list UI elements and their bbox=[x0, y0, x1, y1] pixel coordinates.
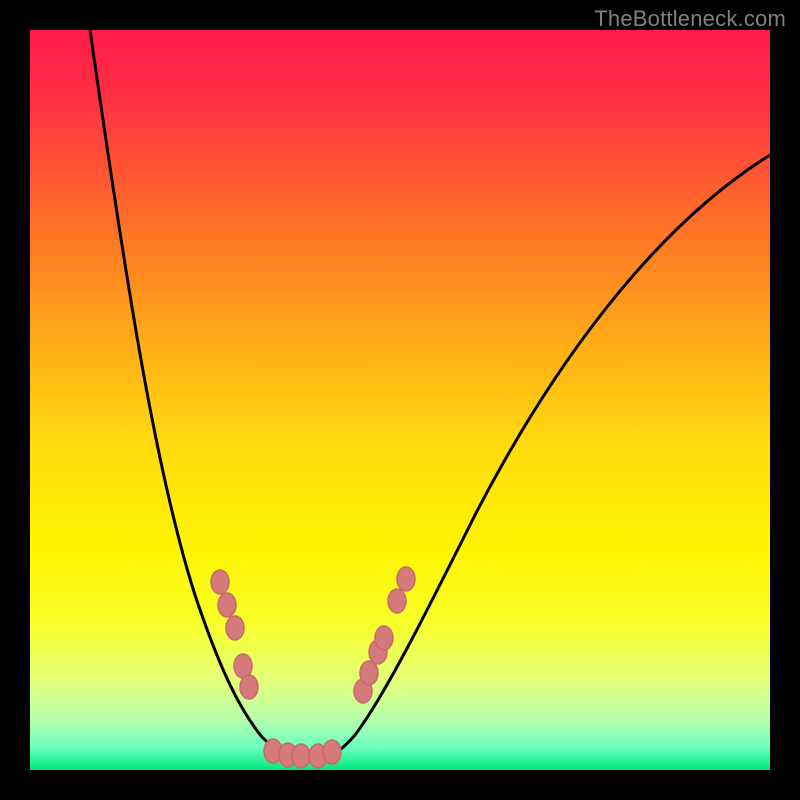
curve-marker bbox=[375, 626, 393, 650]
curve-marker bbox=[360, 661, 378, 685]
curve-marker bbox=[323, 740, 341, 764]
outer-frame: TheBottleneck.com bbox=[0, 0, 800, 800]
plot-area bbox=[30, 30, 770, 770]
curve-marker bbox=[218, 593, 236, 617]
watermark-text: TheBottleneck.com bbox=[594, 6, 786, 32]
curve-marker bbox=[388, 589, 406, 613]
curve-marker bbox=[292, 744, 310, 768]
curve-marker bbox=[211, 570, 229, 594]
curve-marker bbox=[240, 675, 258, 699]
curve-marker bbox=[397, 567, 415, 591]
chart-svg bbox=[30, 30, 770, 770]
curve-marker bbox=[226, 616, 244, 640]
